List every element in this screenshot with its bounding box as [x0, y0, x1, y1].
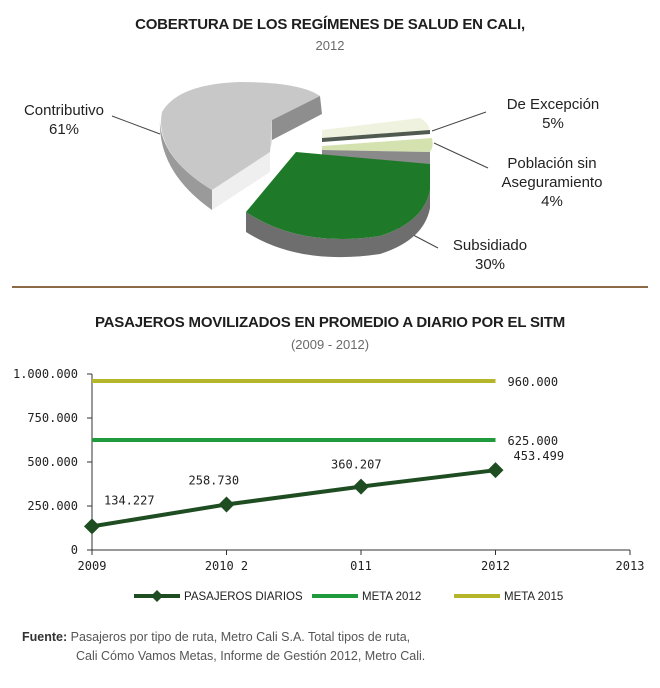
- pie-slice-subsidiado-top: [246, 152, 430, 239]
- pie-slice-excepcion-edge: [322, 130, 430, 142]
- pie-label-sin-aseguramiento: Población sin Aseguramiento 4%: [482, 154, 622, 211]
- section-divider: [12, 286, 648, 288]
- pie-slice-contributivo-wall: [272, 96, 322, 140]
- pie-subtitle: 2012: [315, 38, 345, 53]
- pie-slice-subsidiado-side: [246, 190, 430, 258]
- y-tick-label: 250.000: [27, 499, 78, 513]
- pie-label-sin-aseguramiento-value: 4%: [541, 193, 563, 210]
- source-note: Fuente: Pasajeros por tipo de ruta, Metr…: [22, 628, 425, 666]
- legend-label: META 2012: [362, 591, 421, 603]
- pie-slice-contributivo-side: [159, 120, 212, 210]
- data-point-pasajeros: [353, 478, 369, 495]
- pie-label-excepcion: De Excepción 5%: [486, 95, 620, 133]
- data-point-pasajeros: [487, 462, 504, 479]
- source-line2: Cali Cómo Vamos Metas, Informe de Gestió…: [76, 649, 426, 663]
- pie-chart: [111, 82, 489, 258]
- source-label: Fuente:: [22, 630, 68, 644]
- pie-slice-excepcion-top: [322, 118, 430, 138]
- x-tick-label: 2013: [616, 559, 645, 573]
- x-tick-label: 011: [350, 559, 372, 573]
- data-label-pasajeros: 134.227: [104, 493, 155, 507]
- source-line1: Pasajeros por tipo de ruta, Metro Cali S…: [70, 630, 411, 644]
- data-label-pasajeros: 258.730: [189, 473, 240, 487]
- line-chart: 0 250.000 500.000 750.000 1.000.000 2009 2010 …: [13, 367, 645, 603]
- pie-label-subsidiado-value: 30%: [474, 256, 506, 273]
- pie-label-excepcion-name: De Excepción: [506, 96, 600, 113]
- y-tick-label: 500.000: [27, 455, 78, 469]
- leader-excepcion: [431, 111, 487, 132]
- pie-label-sin-aseguramiento-name1: Población sin: [507, 155, 597, 172]
- legend-label: PASAJEROS DIARIOS: [184, 591, 303, 603]
- data-point-pasajeros: [84, 518, 100, 535]
- pie-label-contributivo-name: Contributivo: [23, 102, 105, 119]
- pie-title: COBERTURA DE LOS REGÍMENES DE SALUD EN C…: [135, 16, 525, 33]
- x-tick-label: 2009: [78, 559, 107, 573]
- pie-label-subsidiado: Subsidiado 30%: [436, 236, 544, 274]
- leader-contributivo: [111, 115, 161, 135]
- x-tick-label: 2012: [481, 559, 510, 573]
- leader-sin-aseguramiento: [433, 142, 489, 169]
- pie-slice-sin-aseguramiento-top: [322, 138, 433, 152]
- y-tick-label: 1.000.000: [13, 367, 78, 381]
- x-tick-label: 2010 2: [205, 559, 248, 573]
- pie-label-excepcion-value: 5%: [542, 115, 564, 132]
- pie-label-contributivo-value: 61%: [48, 121, 80, 138]
- legend-label: META 2015: [504, 591, 563, 603]
- data-label-pasajeros: 360.207: [331, 458, 382, 472]
- y-tick-label: 750.000: [27, 411, 78, 425]
- series-line-pasajeros: [91, 468, 496, 529]
- pie-label-subsidiado-name: Subsidiado: [452, 237, 528, 254]
- pie-label-sin-aseguramiento-name2: Aseguramiento: [501, 174, 603, 191]
- data-label-meta-2012: 625.000: [508, 434, 559, 448]
- line-title: PASAJEROS MOVILIZADOS EN PROMEDIO A DIAR…: [94, 314, 566, 331]
- data-point-pasajeros: [218, 496, 235, 513]
- data-label-pasajeros: 453.499: [514, 449, 565, 463]
- y-tick-label: 0: [71, 543, 78, 557]
- pie-slice-contributivo-inner: [212, 152, 270, 210]
- legend-marker: [151, 590, 163, 602]
- pie-label-contributivo: Contributivo 61%: [8, 101, 120, 139]
- pie-slice-contributivo-top: [161, 82, 320, 190]
- line-subtitle: (2009 - 2012): [290, 337, 370, 352]
- data-label-meta-2015: 960.000: [508, 375, 559, 389]
